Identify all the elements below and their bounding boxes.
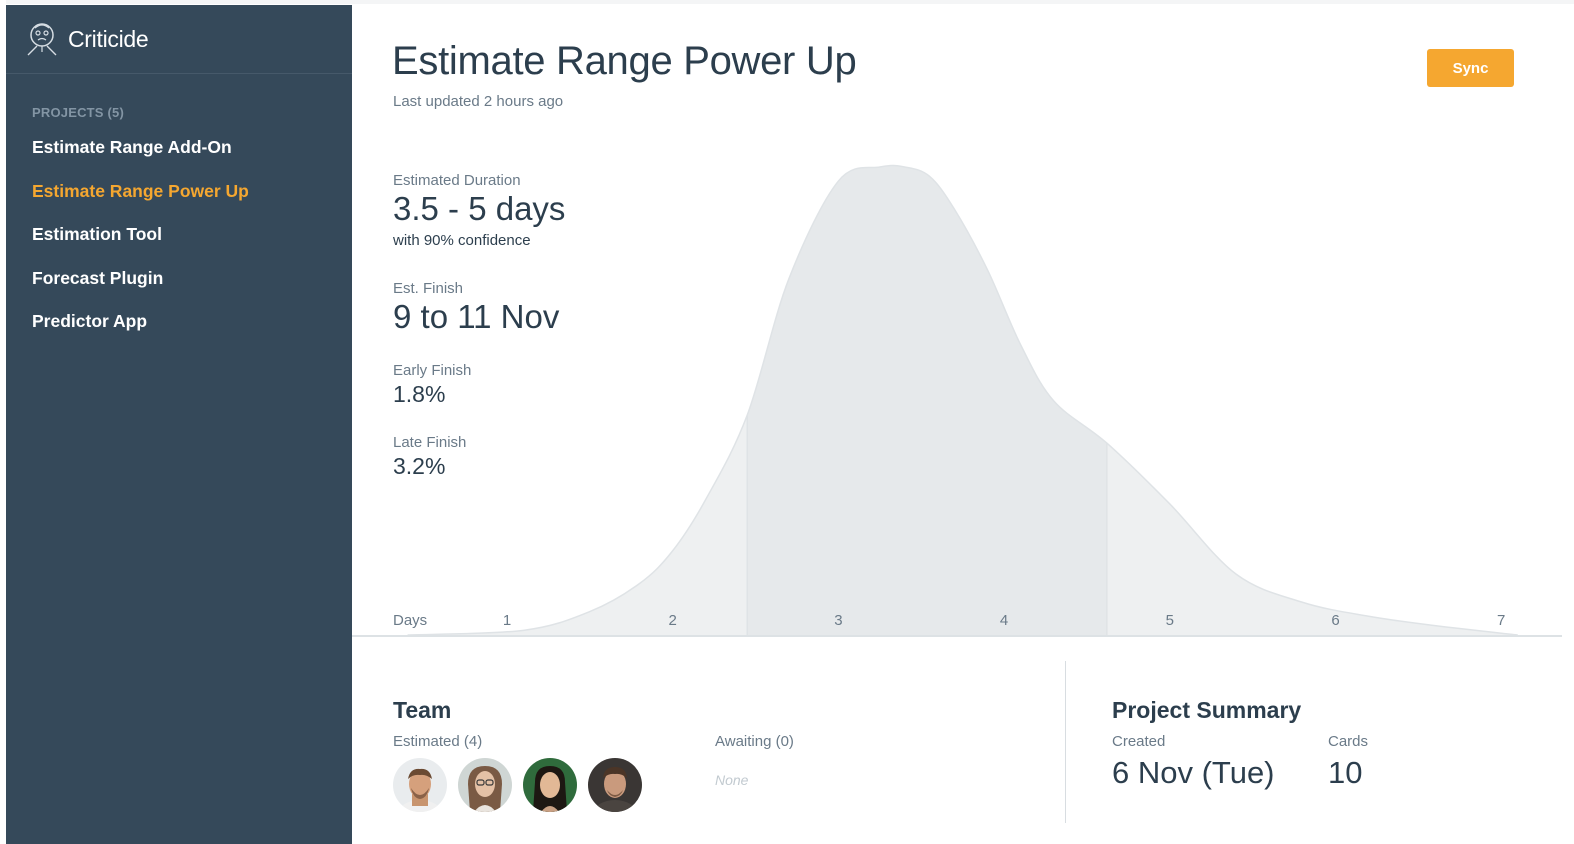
last-updated-text: Last updated 2 hours ago xyxy=(393,93,564,110)
early-finish-value: 1.8% xyxy=(393,381,446,407)
est-finish-label: Est. Finish xyxy=(393,280,464,297)
estimated-duration-stat: Estimated Duration 3.5 - 5 days with 90%… xyxy=(393,172,565,249)
sidebar-item-estimate-range-power-up[interactable]: Estimate Range Power Up xyxy=(32,180,249,201)
section-divider xyxy=(1065,661,1066,823)
avatar[interactable] xyxy=(458,758,512,812)
window-left-edge xyxy=(0,0,6,844)
early-finish-stat: Early Finish 1.8% xyxy=(393,362,471,408)
distribution-curve xyxy=(407,164,1518,636)
sidebar-item-forecast-plugin[interactable]: Forecast Plugin xyxy=(32,267,164,288)
x-tick-label: 2 xyxy=(669,612,677,629)
x-tick-label: 5 xyxy=(1166,612,1174,629)
estimated-duration-value: 3.5 - 5 days xyxy=(393,190,566,227)
avatar-3-image xyxy=(523,758,577,812)
x-tick-label: 3 xyxy=(834,612,842,629)
created-label: Created xyxy=(1112,733,1166,750)
created-value: 6 Nov (Tue) xyxy=(1112,755,1275,790)
est-finish-stat: Est. Finish 9 to 11 Nov xyxy=(393,280,559,335)
avatar[interactable] xyxy=(588,758,642,812)
project-summary-title: Project Summary xyxy=(1112,697,1302,723)
main-content: Days 1 2 3 4 5 6 7 Estimate Range Power Up Las… xyxy=(352,5,1562,844)
distribution-chart: Days 1 2 3 4 5 6 7 xyxy=(352,164,1562,637)
app-name: Criticide xyxy=(68,25,149,52)
brand[interactable]: Criticide xyxy=(6,5,352,74)
avatar-2-image xyxy=(458,758,512,812)
sync-button[interactable]: Sync xyxy=(1427,49,1514,87)
page-title: Estimate Range Power Up xyxy=(392,39,857,83)
x-axis-ticks: 1 2 3 4 5 6 7 xyxy=(503,612,1506,629)
avatar-1-image xyxy=(393,758,447,812)
late-finish-label: Late Finish xyxy=(393,434,467,451)
x-tick-label: 4 xyxy=(1000,612,1008,629)
x-tick-label: 1 xyxy=(503,612,511,629)
projects-heading: PROJECTS (5) xyxy=(32,105,124,120)
cards-label: Cards xyxy=(1328,733,1369,750)
critic-face-logo-icon xyxy=(27,23,57,56)
cards-value: 10 xyxy=(1328,755,1363,790)
awaiting-none-text: None xyxy=(715,772,749,788)
confidence-text: with 90% confidence xyxy=(393,231,531,249)
early-finish-label: Early Finish xyxy=(393,362,472,379)
confidence-range-area xyxy=(747,165,1107,635)
late-finish-value: 3.2% xyxy=(393,453,446,479)
estimated-count-label: Estimated (4) xyxy=(393,733,483,750)
late-finish-stat: Late Finish 3.2% xyxy=(393,434,466,480)
sidebar: Criticide PROJECTS (5) Estimate Range Ad… xyxy=(6,5,352,844)
window-top-edge xyxy=(0,0,1574,4)
awaiting-count-label: Awaiting (0) xyxy=(715,733,794,750)
sidebar-item-estimation-tool[interactable]: Estimation Tool xyxy=(32,224,162,244)
estimated-duration-label: Estimated Duration xyxy=(393,172,521,189)
est-finish-value: 9 to 11 Nov xyxy=(393,298,560,335)
x-tick-label: 7 xyxy=(1497,612,1505,629)
x-tick-label: 6 xyxy=(1331,612,1339,629)
avatar[interactable] xyxy=(393,758,447,812)
avatar[interactable] xyxy=(523,758,577,812)
avatar-4-image xyxy=(588,758,642,812)
sidebar-item-predictor-app[interactable]: Predictor App xyxy=(32,311,148,331)
sidebar-item-estimate-range-add-on[interactable]: Estimate Range Add-On xyxy=(32,137,232,157)
team-title: Team xyxy=(393,697,452,723)
project-list: Estimate Range Add-On Estimate Range Pow… xyxy=(6,134,352,352)
x-axis-label: Days xyxy=(393,612,427,629)
